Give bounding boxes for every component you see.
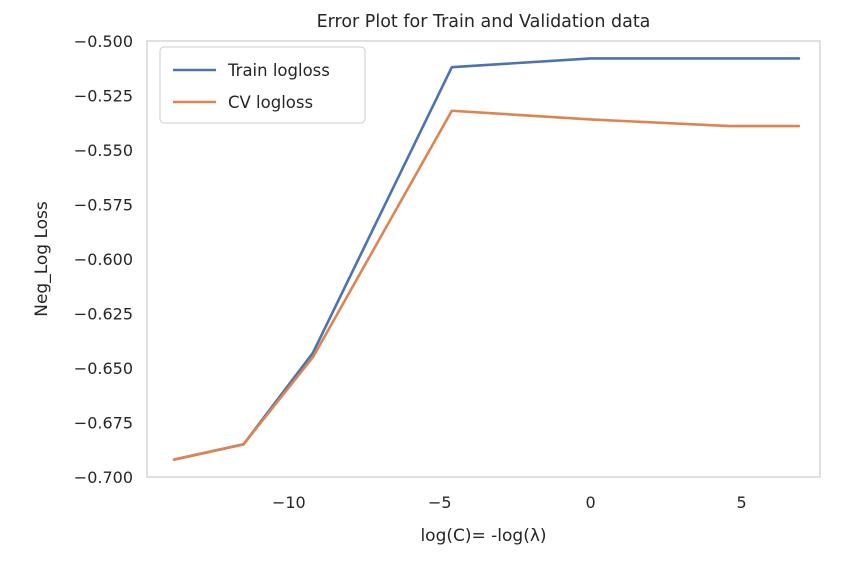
x-axis-label: log(C)= -log(λ) bbox=[420, 526, 546, 546]
y-tick-label: −0.600 bbox=[74, 250, 133, 269]
series-line-cv bbox=[172, 109, 801, 461]
x-tick-label: −10 bbox=[272, 493, 306, 512]
chart-title: Error Plot for Train and Validation data bbox=[317, 12, 651, 32]
y-tick-label: −0.675 bbox=[74, 414, 133, 433]
y-tick-label: −0.550 bbox=[74, 141, 133, 160]
x-tick-label: 0 bbox=[586, 493, 596, 512]
y-tick-label: −0.575 bbox=[74, 196, 133, 215]
legend-box bbox=[159, 46, 366, 124]
y-tick-label: −0.500 bbox=[74, 32, 133, 51]
y-axis-label: Neg_Log Loss bbox=[32, 201, 52, 317]
x-tick-label: 5 bbox=[736, 493, 746, 512]
legend-label-train: Train logloss bbox=[227, 61, 330, 80]
plot-frame bbox=[146, 40, 821, 478]
y-tick-label: −0.625 bbox=[74, 305, 133, 324]
y-tick-label: −0.525 bbox=[74, 87, 133, 106]
y-tick-label: −0.700 bbox=[74, 468, 133, 487]
legend-label-cv: CV logloss bbox=[228, 93, 313, 112]
plot-area: −0.700 −0.675 −0.650 −0.625 −0.600 −0.575 −0.5… bbox=[74, 32, 821, 512]
y-tick-label: −0.650 bbox=[74, 359, 133, 378]
legend: Train logloss CV logloss bbox=[159, 46, 366, 124]
x-tick-label: −5 bbox=[428, 493, 452, 512]
